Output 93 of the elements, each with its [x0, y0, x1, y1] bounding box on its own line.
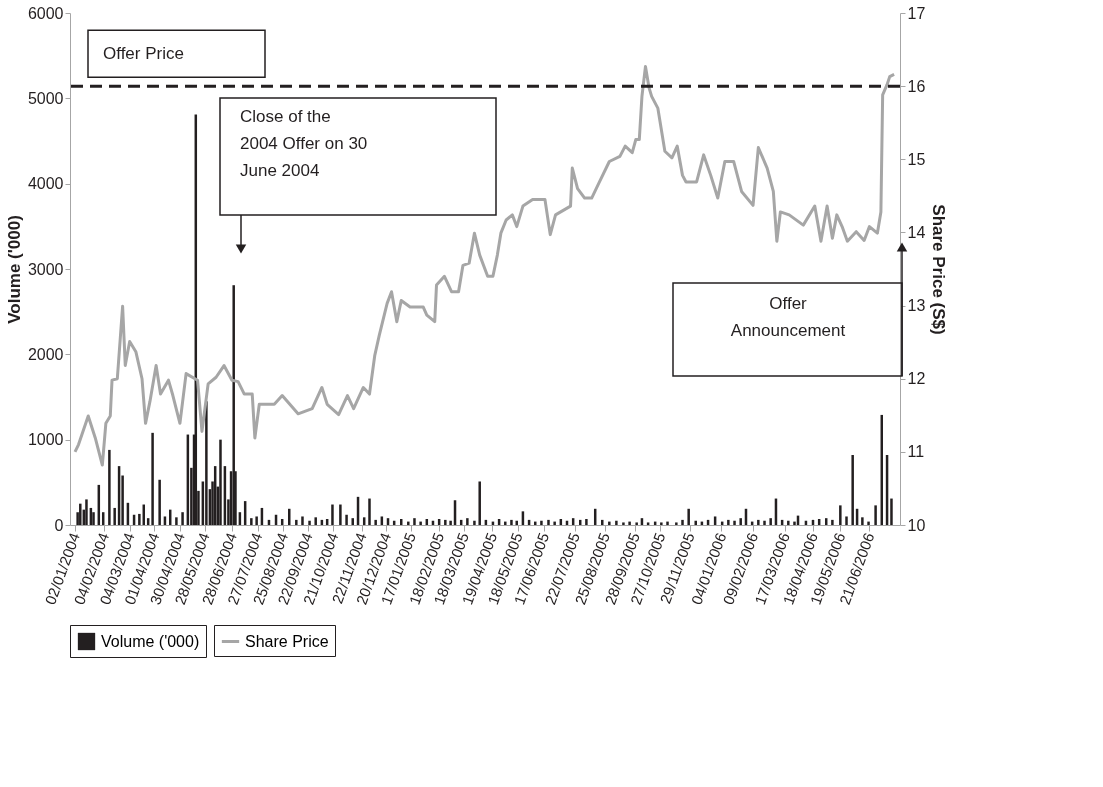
bar: [466, 518, 469, 525]
bar: [351, 518, 354, 525]
bar: [175, 517, 178, 525]
bar: [331, 504, 334, 525]
bar: [845, 516, 848, 525]
y-tick-label: 6000: [27, 4, 64, 22]
bar: [449, 520, 452, 525]
legend-label: Share Price: [245, 632, 329, 650]
bar: [219, 439, 222, 525]
bar: [510, 519, 513, 525]
y2-tick-label: 15: [907, 150, 926, 168]
bar: [660, 522, 663, 525]
y2-tick-label: 11: [907, 443, 925, 461]
annotation: Close of the 2004 Offer on 30 June 2004: [240, 107, 368, 180]
bar: [681, 519, 684, 525]
bar: [839, 505, 842, 525]
y2-tick-label: 16: [907, 77, 926, 95]
bar: [473, 520, 476, 525]
bar: [635, 522, 638, 525]
bar: [205, 401, 208, 525]
y2-tick-label: 10: [907, 516, 926, 534]
bar: [666, 521, 669, 525]
bar: [345, 514, 348, 525]
bar: [478, 481, 481, 525]
bar: [861, 517, 864, 525]
bar: [787, 520, 790, 525]
bar: [85, 499, 88, 525]
bar: [339, 504, 342, 525]
y-tick-label: 4000: [27, 175, 64, 193]
bar: [769, 518, 772, 525]
bar: [615, 520, 618, 525]
bar: [622, 522, 625, 525]
bar: [628, 521, 631, 525]
bar: [413, 518, 416, 525]
bar: [553, 521, 556, 525]
bar: [601, 519, 604, 525]
bar: [585, 519, 588, 525]
bar: [831, 519, 834, 525]
bar: [314, 517, 317, 525]
bar: [151, 432, 154, 525]
y-tick-label: 5000: [27, 89, 64, 107]
bar: [181, 512, 184, 525]
bar: [301, 516, 304, 525]
y-axis-title: Volume ('000): [4, 215, 24, 324]
bar: [851, 455, 854, 525]
bar: [158, 479, 161, 525]
bar: [368, 498, 371, 525]
bar: [646, 522, 650, 525]
bar: [515, 520, 518, 525]
y2-axis-title: Share Price (S$): [929, 204, 949, 335]
bar: [608, 521, 611, 525]
bar: [138, 513, 141, 525]
bar: [763, 520, 766, 525]
y2-tick-label: 17: [907, 4, 926, 22]
bar: [79, 503, 82, 525]
bar: [444, 519, 447, 525]
bar: [113, 507, 116, 525]
y2-tick-label: 14: [907, 223, 926, 241]
y2-tick-label: 12: [907, 370, 926, 388]
bar: [547, 519, 550, 525]
y2-tick-label: 13: [907, 297, 926, 315]
legend-label: Volume ('000): [101, 632, 200, 650]
bar: [504, 521, 507, 525]
bar: [675, 522, 678, 525]
bar: [890, 498, 893, 525]
bar: [108, 449, 111, 525]
bar: [288, 508, 291, 525]
bar: [232, 285, 235, 525]
bar: [757, 519, 760, 525]
bar: [295, 519, 298, 525]
bar: [92, 512, 95, 525]
bar: [727, 519, 730, 525]
bar: [739, 518, 742, 525]
bar: [733, 520, 736, 525]
bar: [540, 520, 543, 525]
y-tick-label: 3000: [27, 260, 64, 278]
y-tick-label: 0: [54, 516, 64, 534]
bar: [687, 508, 690, 525]
bar: [374, 519, 377, 525]
bar: [867, 521, 870, 525]
bar: [308, 520, 311, 525]
line-series: [73, 64, 896, 467]
y-tick-label: 2000: [27, 345, 64, 363]
bar: [874, 505, 877, 525]
bar: [255, 516, 258, 525]
bar: [534, 521, 537, 525]
y-tick-label: 1000: [27, 431, 64, 449]
bar: [407, 521, 410, 525]
ref-line-label: Offer Price: [103, 44, 184, 64]
bar: [250, 518, 253, 525]
bar: [694, 520, 697, 525]
bar: [419, 521, 422, 525]
annotation: Offer Announcement: [730, 294, 846, 340]
